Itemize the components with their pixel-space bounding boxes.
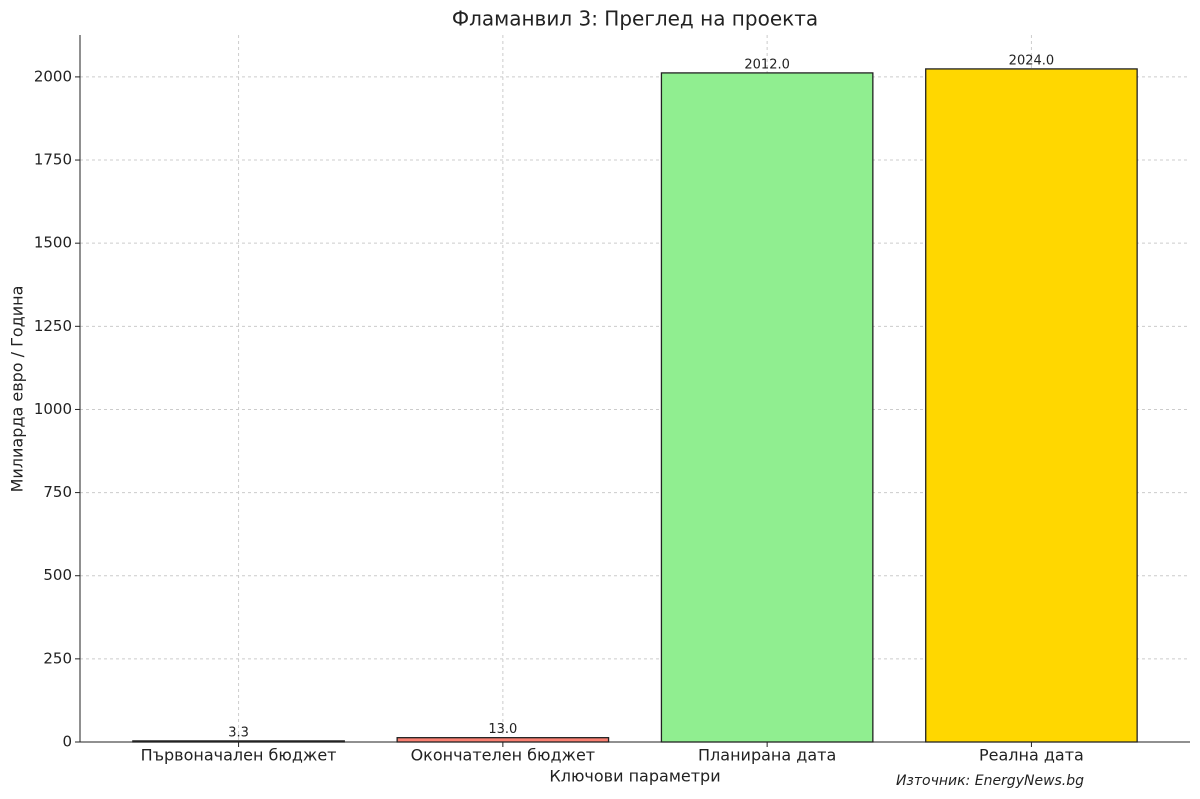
y-tick-label: 1000 xyxy=(34,400,72,418)
chart-title: Фламанвил 3: Преглед на проекта xyxy=(452,7,818,31)
value-label: 13.0 xyxy=(488,722,517,737)
bar xyxy=(925,68,1138,743)
y-tick-label: 2000 xyxy=(34,67,72,85)
y-tick-label: 1500 xyxy=(34,234,72,252)
x-tick-label: Първоначален бюджет xyxy=(141,746,337,765)
value-label: 3.3 xyxy=(228,725,249,740)
value-label: 2024.0 xyxy=(1009,53,1055,68)
source-annotation: Източник: EnergyNews.bg xyxy=(896,773,1084,789)
x-tick-label: Реална дата xyxy=(979,746,1084,765)
y-axis-label: Милиарда евро / Година xyxy=(8,286,27,493)
x-axis-label: Ключови параметри xyxy=(549,767,720,786)
value-label: 2012.0 xyxy=(744,57,790,72)
y-tick-label: 500 xyxy=(43,566,72,584)
y-tick-label: 750 xyxy=(43,483,72,501)
y-tick-label: 1750 xyxy=(34,151,72,169)
x-tick-label: Планирана дата xyxy=(698,746,836,765)
bar xyxy=(660,72,874,743)
x-tick-label: Окончателен бюджет xyxy=(411,746,596,765)
y-tick-label: 250 xyxy=(43,649,72,667)
y-tick-label: 1250 xyxy=(34,317,72,335)
bar xyxy=(396,737,610,743)
y-tick-label: 0 xyxy=(62,733,72,751)
